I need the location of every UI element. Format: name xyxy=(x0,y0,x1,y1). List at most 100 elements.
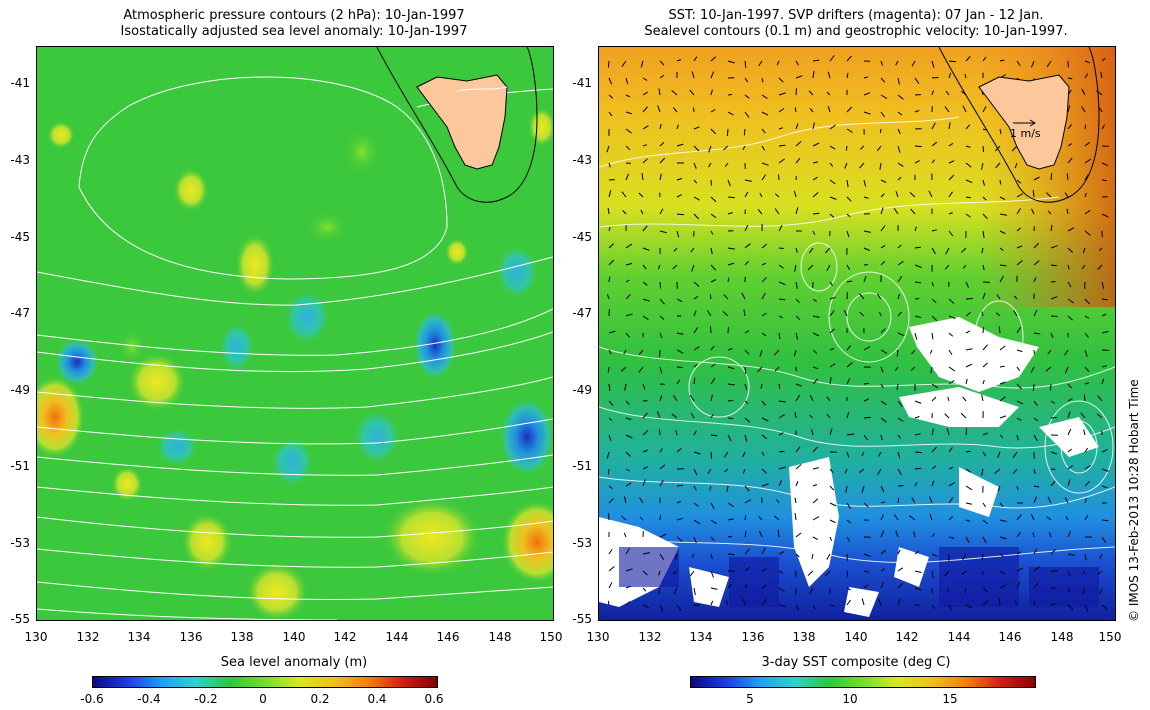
velocity-arrow xyxy=(727,60,735,64)
velocity-arrow xyxy=(727,502,735,508)
right-y-tick: -43 xyxy=(572,153,592,167)
velocity-arrow xyxy=(846,179,849,187)
velocity-arrow xyxy=(1083,394,1086,402)
velocity-arrow xyxy=(812,349,818,354)
velocity-arrow xyxy=(1101,313,1107,317)
velocity-arrow xyxy=(807,264,814,271)
velocity-arrow xyxy=(897,468,902,476)
velocity-arrow xyxy=(880,568,885,572)
velocity-arrow xyxy=(1084,230,1091,236)
right-y-tick: -45 xyxy=(572,230,592,244)
velocity-arrow xyxy=(1064,349,1069,356)
velocity-arrow xyxy=(620,366,627,372)
velocity-arrow xyxy=(880,260,886,266)
velocity-arrow xyxy=(727,111,734,116)
velocity-arrow xyxy=(895,191,899,198)
left-y-tick: -41 xyxy=(10,76,30,90)
velocity-arrow xyxy=(638,192,644,198)
velocity-arrow xyxy=(880,244,886,249)
velocity-arrow xyxy=(863,111,871,115)
velocity-arrow xyxy=(931,604,936,609)
velocity-arrow xyxy=(757,209,763,215)
velocity-arrow xyxy=(693,126,700,130)
velocity-arrow xyxy=(948,191,953,198)
velocity-arrow xyxy=(1033,485,1040,488)
velocity-arrow xyxy=(710,345,715,351)
velocity-arrow xyxy=(744,566,751,572)
velocity-arrow xyxy=(895,60,899,66)
velocity-arrow xyxy=(999,264,1007,267)
velocity-arrow xyxy=(846,230,850,238)
velocity-arrow xyxy=(761,277,767,283)
velocity-arrow xyxy=(710,279,717,283)
velocity-arrow xyxy=(693,519,701,525)
velocity-arrow xyxy=(812,298,817,303)
velocity-arrow xyxy=(795,464,802,470)
velocity-arrow xyxy=(846,599,852,606)
velocity-arrow xyxy=(642,144,647,147)
velocity-arrow xyxy=(693,281,700,287)
left-x-tick: 136 xyxy=(179,630,203,644)
velocity-arrow xyxy=(625,482,632,487)
velocity-arrow xyxy=(846,570,849,578)
right-x-tick: 140 xyxy=(844,630,868,644)
velocity-arrow xyxy=(861,598,865,606)
velocity-arrow xyxy=(931,315,938,322)
velocity-arrow xyxy=(829,519,836,524)
velocity-arrow xyxy=(659,60,665,66)
velocity-arrow xyxy=(1101,519,1109,522)
velocity-arrow xyxy=(642,552,650,555)
velocity-arrow xyxy=(846,213,851,218)
left-colorbar-tick: 0 xyxy=(259,692,267,706)
velocity-arrow xyxy=(673,247,678,252)
velocity-arrow xyxy=(778,432,784,436)
velocity-arrow xyxy=(625,548,630,555)
velocity-arrow xyxy=(625,417,632,420)
velocity-arrow xyxy=(708,145,712,153)
velocity-arrow xyxy=(1084,480,1091,487)
velocity-arrow xyxy=(1033,434,1038,441)
velocity-arrow xyxy=(999,553,1005,558)
velocity-arrow xyxy=(710,56,717,62)
velocity-arrow xyxy=(931,465,937,470)
left-y-tick: -49 xyxy=(10,383,30,397)
velocity-arrow xyxy=(795,207,799,215)
velocity-arrow xyxy=(931,383,939,389)
velocity-arrow xyxy=(642,412,648,419)
velocity-arrow xyxy=(795,532,802,538)
velocity-arrow xyxy=(710,502,715,509)
velocity-arrow xyxy=(727,179,731,187)
velocity-arrow xyxy=(897,582,904,589)
velocity-arrow xyxy=(948,160,955,164)
velocity-arrow xyxy=(982,362,988,368)
velocity-arrow xyxy=(608,400,614,407)
velocity-arrow xyxy=(931,446,937,453)
velocity-arrow xyxy=(639,497,644,504)
velocity-arrow xyxy=(1067,383,1072,389)
velocity-arrow xyxy=(621,191,627,198)
velocity-arrow xyxy=(693,536,697,544)
velocity-arrow xyxy=(844,468,848,474)
velocity-arrow xyxy=(1067,411,1071,419)
velocity-arrow xyxy=(999,502,1004,508)
velocity-arrow xyxy=(914,264,922,268)
velocity-arrow xyxy=(676,366,683,368)
velocity-arrow xyxy=(846,411,850,419)
velocity-arrow xyxy=(1050,417,1057,419)
velocity-arrow xyxy=(948,332,954,337)
velocity-arrow xyxy=(671,413,678,419)
velocity-arrow xyxy=(846,433,854,436)
velocity-arrow xyxy=(863,416,871,419)
velocity-arrow xyxy=(1067,157,1073,164)
left-x-tick: 144 xyxy=(385,630,409,644)
velocity-arrow xyxy=(693,310,697,317)
velocity-arrow xyxy=(995,312,1001,317)
velocity-arrow xyxy=(863,92,871,96)
velocity-arrow xyxy=(930,366,933,374)
velocity-arrow xyxy=(607,207,610,215)
velocity-arrow xyxy=(982,502,987,508)
velocity-arrow xyxy=(761,243,767,249)
velocity-arrow xyxy=(706,310,712,317)
velocity-arrow xyxy=(880,366,884,373)
velocity-arrow xyxy=(807,570,814,576)
